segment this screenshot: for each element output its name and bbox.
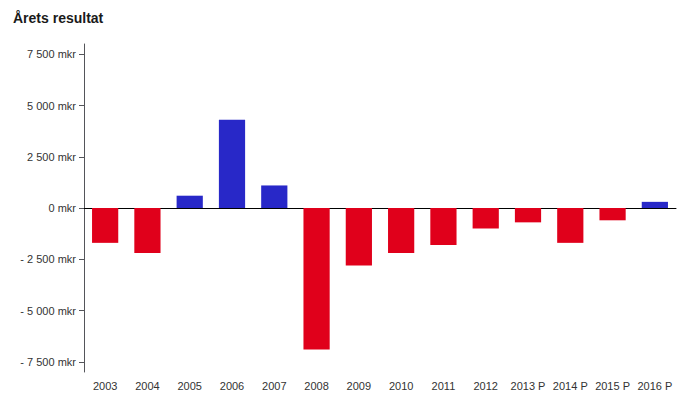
svg-text:2016 P: 2016 P	[637, 380, 672, 392]
svg-text:- 5 000 mkr: - 5 000 mkr	[20, 305, 76, 317]
svg-text:Årets resultat: Årets resultat	[13, 10, 104, 26]
svg-text:2006: 2006	[220, 380, 244, 392]
svg-text:2011: 2011	[432, 380, 456, 392]
svg-text:2014 P: 2014 P	[553, 380, 588, 392]
svg-text:- 2 500 mkr: - 2 500 mkr	[20, 253, 76, 265]
svg-text:2003: 2003	[93, 380, 117, 392]
svg-text:7 500 mkr: 7 500 mkr	[27, 48, 76, 60]
svg-text:2012: 2012	[473, 380, 497, 392]
svg-text:2013 P: 2013 P	[511, 380, 546, 392]
svg-text:2004: 2004	[135, 380, 159, 392]
svg-text:2 500 mkr: 2 500 mkr	[27, 151, 76, 163]
svg-text:5 000 mkr: 5 000 mkr	[27, 100, 76, 112]
svg-text:2005: 2005	[177, 380, 201, 392]
svg-text:2010: 2010	[389, 380, 413, 392]
svg-text:2007: 2007	[262, 380, 286, 392]
svg-text:2009: 2009	[347, 380, 371, 392]
svg-text:2015 P: 2015 P	[595, 380, 630, 392]
svg-text:2008: 2008	[304, 380, 328, 392]
svg-text:- 7 500 mkr: - 7 500 mkr	[20, 356, 76, 368]
svg-text:0 mkr: 0 mkr	[49, 202, 77, 214]
